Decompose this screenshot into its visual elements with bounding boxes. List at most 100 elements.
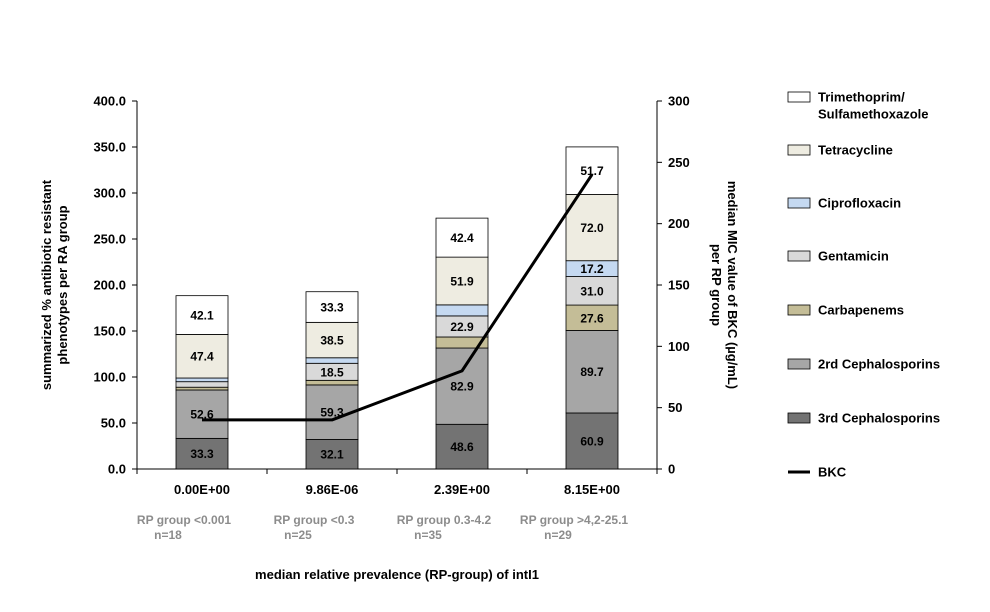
legend-swatch bbox=[787, 412, 811, 424]
bar-data-label: 89.7 bbox=[580, 365, 604, 379]
bar-segment bbox=[305, 321, 359, 359]
bar-data-label: 42.1 bbox=[190, 309, 214, 323]
bar-data-label: 33.3 bbox=[320, 301, 344, 315]
bar-data-label: 52.6 bbox=[190, 408, 214, 422]
legend-label: 2rd Cephalosporins bbox=[818, 357, 940, 372]
y-right-tick-label: 50 bbox=[668, 400, 682, 415]
bar-data-label: 51.7 bbox=[580, 164, 604, 178]
x-tick-label: 9.86E-06 bbox=[306, 482, 359, 497]
bar-data-label: 27.6 bbox=[580, 311, 604, 325]
y-left-tick-label: 400.0 bbox=[93, 94, 126, 109]
legend: Trimethoprim/Sulfamethoxazole Tetracyclin… bbox=[787, 90, 940, 480]
y-axis-left-title-line2: phenotypes per RA group bbox=[55, 205, 70, 364]
legend-label: Tetracycline bbox=[818, 143, 893, 158]
legend-swatch bbox=[787, 250, 811, 262]
legend-swatch bbox=[787, 304, 811, 316]
bar-segment bbox=[175, 389, 229, 439]
bar-segment bbox=[175, 386, 229, 391]
legend-label: 3rd Cephalosporins bbox=[818, 411, 940, 426]
legend-swatch bbox=[787, 197, 811, 209]
bar-segment bbox=[565, 304, 619, 331]
bar-data-label: 60.9 bbox=[580, 434, 604, 448]
bar-segment bbox=[305, 379, 359, 386]
line-layer bbox=[202, 173, 594, 422]
x-group-count: n=35 bbox=[414, 528, 442, 542]
y-left-tick-label: 150.0 bbox=[93, 324, 126, 339]
x-group-label: RP group <0.001 bbox=[137, 513, 231, 527]
bar-segment bbox=[435, 304, 489, 317]
y-left-tick-label: 0.0 bbox=[108, 462, 126, 477]
x-tick-label: 0.00E+00 bbox=[174, 482, 230, 497]
bar-segment bbox=[435, 347, 489, 425]
bar-data-label: 17.2 bbox=[580, 262, 604, 276]
y-left-tick-label: 50.0 bbox=[101, 416, 126, 431]
bar-segment bbox=[435, 256, 489, 306]
bar-data-label: 42.4 bbox=[450, 231, 474, 245]
y-axis-left-title-line1: summarized % antibiotic resistant bbox=[39, 179, 54, 390]
bar-data-label: 72.0 bbox=[580, 221, 604, 235]
bar-data-label: 18.5 bbox=[320, 365, 344, 379]
bar-segment bbox=[175, 381, 229, 388]
y-right-tick-label: 250 bbox=[668, 155, 690, 170]
bar-segment bbox=[175, 437, 229, 470]
legend-label: BKC bbox=[818, 465, 847, 480]
legend-swatch bbox=[787, 358, 811, 370]
bar-data-label: 31.0 bbox=[580, 284, 604, 298]
bar-segment bbox=[305, 291, 359, 323]
x-group-count: n=29 bbox=[544, 528, 572, 542]
bar-segment bbox=[435, 217, 489, 258]
x-tick-label: 2.39E+00 bbox=[434, 482, 490, 497]
x-group-label: RP group >4,2-25.1 bbox=[520, 513, 628, 527]
bar-segment bbox=[175, 334, 229, 379]
x-group-count: n=25 bbox=[284, 528, 312, 542]
bar-data-label: 47.4 bbox=[190, 350, 214, 364]
bar-data-label: 48.6 bbox=[450, 440, 474, 454]
bar-segment bbox=[175, 377, 229, 383]
bars-layer bbox=[175, 146, 619, 470]
bar-data-label: 32.1 bbox=[320, 448, 344, 462]
legend-label: Sulfamethoxazole bbox=[818, 107, 929, 122]
legend-label: Ciprofloxacin bbox=[818, 196, 901, 211]
bar-segment bbox=[435, 423, 489, 470]
y-left-tick-label: 250.0 bbox=[93, 232, 126, 247]
bar-data-label: 51.9 bbox=[450, 274, 474, 288]
x-group-label: RP group 0.3-4.2 bbox=[397, 513, 492, 527]
x-axis-title: median relative prevalence (RP-group) of… bbox=[255, 567, 539, 582]
y-left-tick-label: 100.0 bbox=[93, 370, 126, 385]
bar-segment bbox=[565, 276, 619, 306]
y-right-tick-label: 200 bbox=[668, 216, 690, 231]
bar-data-label: 22.9 bbox=[450, 320, 474, 334]
y-axis-right-title-line2: per RP group bbox=[709, 244, 724, 326]
y-right-tick-label: 100 bbox=[668, 339, 690, 354]
bar-segment bbox=[305, 439, 359, 470]
y-left-tick-label: 200.0 bbox=[93, 278, 126, 293]
legend-label: Trimethoprim/ bbox=[818, 90, 905, 105]
legend-swatch bbox=[787, 144, 811, 156]
legend-label: Gentamicin bbox=[818, 249, 889, 264]
x-tick-label: 8.15E+00 bbox=[564, 482, 620, 497]
bar-data-label: 82.9 bbox=[450, 380, 474, 394]
bar-segment bbox=[565, 330, 619, 414]
bar-data-label: 59.3 bbox=[320, 406, 344, 420]
bar-segment bbox=[565, 194, 619, 262]
bar-segment bbox=[565, 412, 619, 470]
y-left-tick-label: 350.0 bbox=[93, 140, 126, 155]
bar-data-label: 33.3 bbox=[190, 447, 214, 461]
labels-layer: 33.3 52.6 47.4 42.1 32.1 59.3 18.5 38.5 33.3 48.6… bbox=[190, 164, 604, 462]
x-group-label: RP group <0.3 bbox=[274, 513, 355, 527]
bar-segment bbox=[305, 357, 359, 364]
y-axis-right-title-line1: median MIC value of BKC (µg/mL) bbox=[725, 181, 740, 389]
x-group-count: n=18 bbox=[154, 528, 182, 542]
bar-segment bbox=[175, 295, 229, 335]
axes-layer: 0.0 50.0 100.0 150.0 200.0 250.0 300.0 350.0 400… bbox=[39, 94, 740, 583]
legend-label: Carbapenems bbox=[818, 303, 904, 318]
y-right-tick-label: 300 bbox=[668, 94, 690, 109]
y-right-tick-label: 150 bbox=[668, 278, 690, 293]
bar-segment bbox=[565, 146, 619, 195]
y-right-tick-label: 0 bbox=[668, 462, 675, 477]
legend-swatch bbox=[787, 91, 811, 103]
bar-data-label: 38.5 bbox=[320, 334, 344, 348]
y-left-tick-label: 300.0 bbox=[93, 186, 126, 201]
